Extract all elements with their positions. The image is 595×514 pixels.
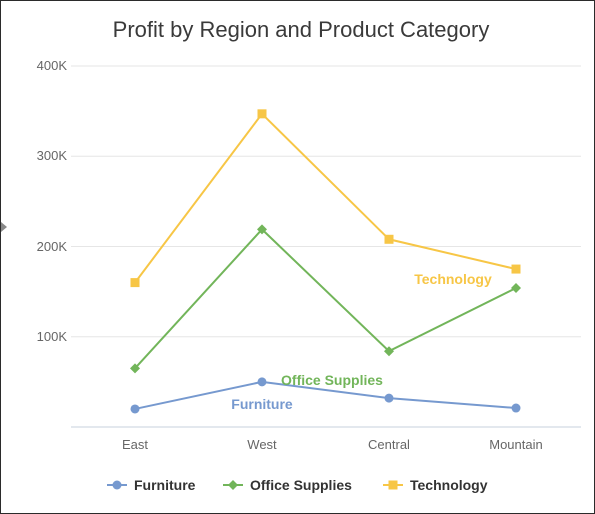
legend-item-furniture[interactable]: Furniture xyxy=(107,477,196,493)
data-point-technology[interactable] xyxy=(257,109,267,119)
data-point-technology[interactable] xyxy=(511,264,521,274)
x-tick-label: Mountain xyxy=(489,437,542,452)
legend-circle-marker-icon xyxy=(112,480,122,490)
legend-item-office-supplies[interactable]: Office Supplies xyxy=(223,477,352,493)
legend-label: Office Supplies xyxy=(250,477,352,493)
data-point-office-supplies[interactable] xyxy=(257,224,267,235)
x-axis-ticks: East West Central Mountain xyxy=(122,437,543,452)
y-tick-label: 300K xyxy=(37,148,68,163)
legend: Furniture Office Supplies Technology xyxy=(107,477,488,493)
data-point-furniture[interactable] xyxy=(511,403,521,413)
y-tick-label: 400K xyxy=(37,58,68,73)
series-layer xyxy=(130,109,521,414)
data-point-furniture[interactable] xyxy=(384,393,394,403)
collapse-arrow-icon[interactable] xyxy=(1,222,7,232)
legend-label: Technology xyxy=(410,477,488,493)
legend-diamond-marker-icon xyxy=(228,480,238,490)
series-line-technology xyxy=(134,112,517,284)
y-axis-ticks: 100K 200K 300K 400K xyxy=(37,58,68,344)
x-tick-label: West xyxy=(247,437,277,452)
legend-square-marker-icon xyxy=(388,480,398,490)
data-point-office-supplies[interactable] xyxy=(384,346,394,357)
y-tick-label: 100K xyxy=(37,329,68,344)
chart-title: Profit by Region and Product Category xyxy=(113,17,490,42)
gridlines xyxy=(71,65,581,338)
series-labels: Furniture Office Supplies Technology xyxy=(231,271,492,412)
data-point-office-supplies[interactable] xyxy=(511,283,521,294)
legend-item-technology[interactable]: Technology xyxy=(383,477,488,493)
series-label-furniture: Furniture xyxy=(231,396,293,412)
series-label-technology: Technology xyxy=(414,271,492,287)
series-line-furniture xyxy=(134,380,517,410)
series-label-office-supplies: Office Supplies xyxy=(281,372,383,388)
data-point-technology[interactable] xyxy=(130,278,140,288)
x-tick-label: Central xyxy=(368,437,410,452)
data-point-technology[interactable] xyxy=(384,234,394,244)
x-tick-label: East xyxy=(122,437,148,452)
data-point-furniture[interactable] xyxy=(257,377,267,387)
y-tick-label: 200K xyxy=(37,239,68,254)
data-point-office-supplies[interactable] xyxy=(130,363,140,374)
series-line-office-supplies xyxy=(134,227,517,370)
data-point-furniture[interactable] xyxy=(130,404,140,414)
legend-label: Furniture xyxy=(134,477,196,493)
